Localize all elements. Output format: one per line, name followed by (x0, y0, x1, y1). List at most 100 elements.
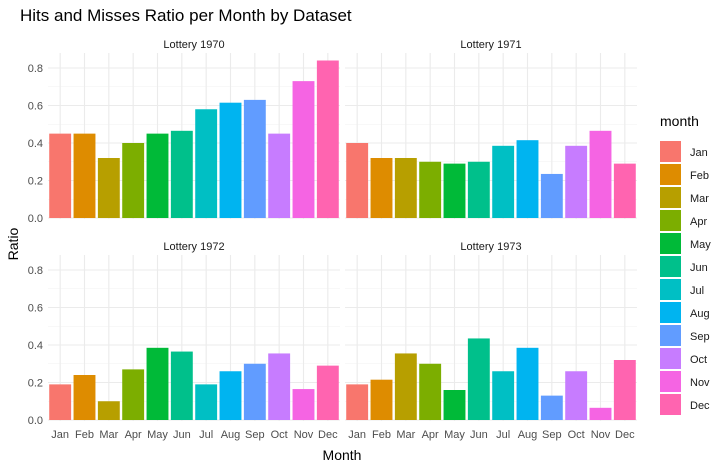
y-tick-label: 0.6 (28, 101, 43, 113)
bar (540, 173, 563, 218)
legend-label: Nov (690, 377, 710, 389)
x-tick-label: Jan (51, 429, 69, 441)
legend-swatch (660, 302, 681, 323)
legend: month Jan Feb Mar Apr May Jun Jul Aug Sep Oct Nov De… (660, 113, 711, 415)
y-axis-label: Ratio (5, 227, 21, 260)
bar (97, 158, 120, 218)
bar (219, 102, 242, 218)
bar (492, 145, 515, 218)
legend-label: Oct (690, 354, 707, 366)
bar (97, 401, 120, 420)
legend-label: Sep (690, 331, 710, 343)
bar (73, 375, 96, 420)
bar (170, 130, 193, 218)
bar (73, 133, 96, 219)
x-tick-label: Nov (591, 429, 611, 441)
bar (219, 371, 242, 420)
y-tick-label: 0.2 (28, 176, 43, 188)
x-tick-label: Apr (125, 429, 142, 441)
x-tick-label: Jul (199, 429, 213, 441)
bar (370, 158, 393, 218)
x-tick-label: Mar (396, 429, 415, 441)
facet-panels: Lottery 1970 0.0 0.2 0.4 0.6 0.8 Lottery 1971 L… (28, 39, 637, 441)
bar (170, 351, 193, 420)
x-tick-label: Sep (245, 429, 265, 441)
y-tick-label: 0.2 (28, 378, 43, 390)
bar (370, 379, 393, 420)
bar (613, 163, 636, 219)
x-tick-label: Oct (568, 429, 585, 441)
legend-title: month (660, 113, 699, 129)
x-tick-label: Jan (348, 429, 366, 441)
legend-swatch (660, 394, 681, 415)
bar (243, 363, 266, 420)
x-tick-label: Nov (294, 429, 314, 441)
bar (243, 99, 266, 219)
bar (346, 384, 369, 421)
bar (146, 133, 169, 219)
y-tick-label: 0.0 (28, 213, 43, 225)
bar (467, 338, 490, 420)
x-tick-label: Oct (271, 429, 288, 441)
y-tick-label: 0.4 (28, 340, 43, 352)
legend-swatch (660, 164, 681, 185)
x-axis-label: Month (323, 447, 362, 463)
bar (122, 143, 145, 218)
legend-swatch (660, 371, 681, 392)
facet-strip-title: Lottery 1972 (163, 241, 224, 253)
bar (146, 347, 169, 420)
bar (419, 161, 442, 218)
legend-swatch (660, 210, 681, 231)
legend-label: Jun (690, 262, 708, 274)
x-tick-label: Dec (318, 429, 338, 441)
bar (394, 158, 417, 218)
x-tick-label: Jun (470, 429, 488, 441)
bar (540, 395, 563, 421)
facet-panel: Lottery 1972 0.0 0.2 0.4 0.6 0.8 Jan Feb Mar Apr M… (28, 241, 340, 441)
bar (394, 353, 417, 420)
legend-label: Feb (690, 170, 709, 182)
x-tick-label: Sep (542, 429, 562, 441)
facet-strip-title: Lottery 1970 (163, 39, 224, 51)
facet-strip-title: Lottery 1971 (460, 39, 521, 51)
legend-swatch (660, 279, 681, 300)
legend-label: Dec (690, 400, 710, 412)
bar (516, 347, 539, 420)
x-tick-label: Feb (372, 429, 391, 441)
bar (316, 60, 339, 218)
bar (589, 130, 612, 218)
x-tick-label: Aug (518, 429, 538, 441)
legend-swatch (660, 348, 681, 369)
legend-swatch (660, 187, 681, 208)
bar (516, 140, 539, 218)
x-tick-label: Jun (173, 429, 191, 441)
facet-panel: Lottery 1971 (345, 39, 637, 219)
bar (292, 389, 315, 420)
x-tick-label: Feb (75, 429, 94, 441)
legend-label: Jul (690, 285, 704, 297)
bar (122, 369, 145, 421)
x-tick-label: Dec (615, 429, 635, 441)
bar (195, 109, 218, 218)
bar (292, 81, 315, 219)
legend-label: Aug (690, 308, 710, 320)
legend-swatch (660, 141, 681, 162)
x-tick-label: Jul (496, 429, 510, 441)
bar (565, 145, 588, 218)
legend-label: Mar (690, 193, 709, 205)
bar (316, 365, 339, 421)
bar (467, 161, 490, 218)
legend-swatch (660, 256, 681, 277)
y-tick-label: 0.8 (28, 265, 43, 277)
bar (613, 360, 636, 420)
bar (443, 163, 466, 219)
y-tick-label: 0.6 (28, 303, 43, 315)
legend-swatch (660, 233, 681, 254)
chart-title: Hits and Misses Ratio per Month by Datas… (20, 6, 352, 25)
bar (419, 363, 442, 420)
x-tick-label: Aug (221, 429, 241, 441)
bar (346, 143, 369, 218)
facet-strip-title: Lottery 1973 (460, 241, 521, 253)
bar (268, 133, 291, 219)
